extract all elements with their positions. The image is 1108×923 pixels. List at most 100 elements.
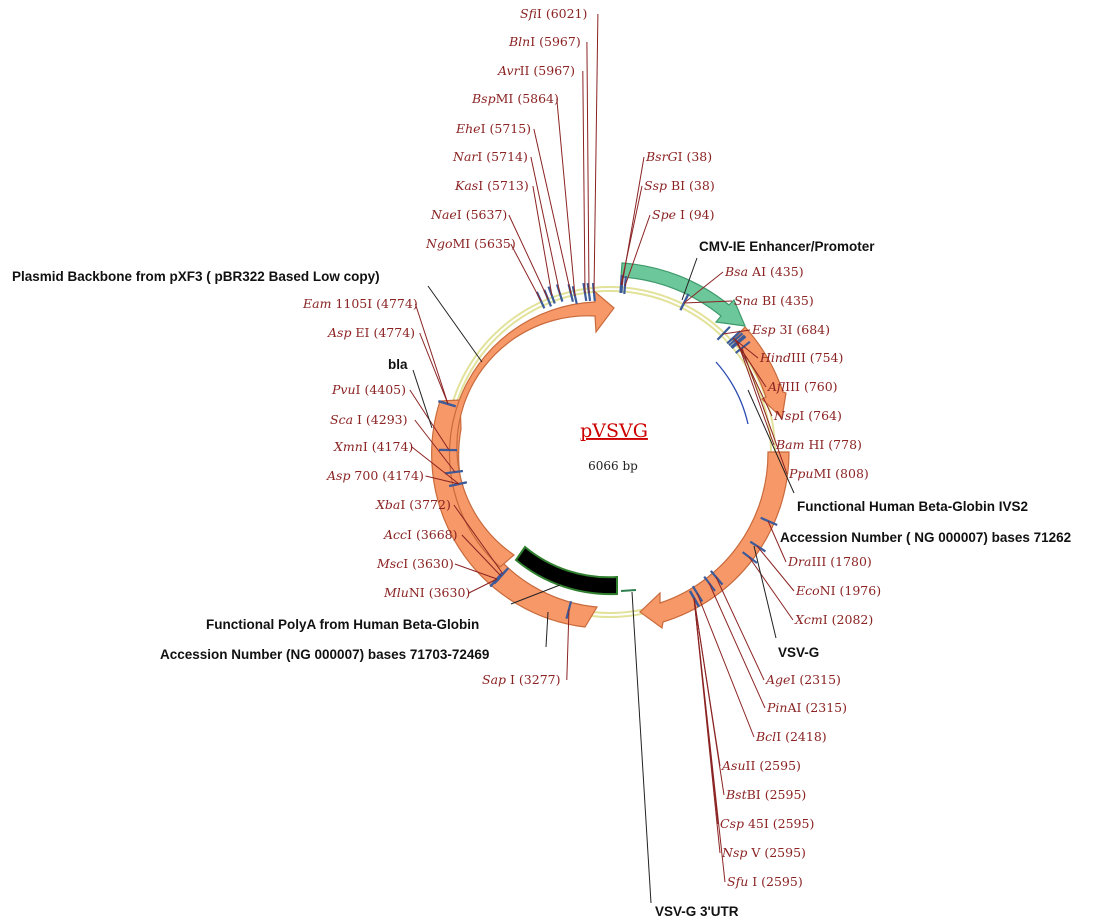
enzyme-name-italic: Afl <box>767 379 786 394</box>
enzyme-name-rest: I (2595) <box>748 874 802 889</box>
enzyme-name-rest: I (4405) <box>356 382 406 397</box>
utr-label: VSV-G 3'UTR <box>655 904 739 919</box>
promoter-leader <box>681 257 698 301</box>
enzyme-name-italic: Acc <box>383 527 407 542</box>
enzyme-leader <box>693 597 726 883</box>
enzyme-name-italic: Nsp <box>721 845 747 860</box>
enzyme-leader <box>414 303 449 405</box>
polya-label-line2: Accession Number (NG 000007) bases 71703… <box>160 647 489 662</box>
enzyme-leader <box>425 475 460 485</box>
enzyme-name-italic: Bam <box>775 437 805 452</box>
enzyme-name-rest: I (4174) <box>363 439 413 454</box>
enzyme-leader <box>732 337 759 359</box>
enzyme-name-italic: Asu <box>721 758 746 773</box>
enzyme-name-rest: BI (38) <box>667 178 715 193</box>
enzyme-name-italic: Pin <box>766 700 787 715</box>
enzyme-leaders <box>409 13 795 883</box>
enzyme-leader <box>453 504 504 575</box>
enzyme-label: NarI (5714) <box>452 149 528 164</box>
enzyme-name-rest: I (2082) <box>823 612 873 627</box>
ivs2-label-line1: Functional Human Beta-Globin IVS2 <box>797 499 1028 514</box>
enzyme-label: XbaI (3772) <box>375 497 451 512</box>
vsvg-arrow <box>639 451 790 630</box>
enzyme-name-rest: AI (435) <box>748 264 804 279</box>
promoter-arrow <box>620 262 746 327</box>
enzyme-name-rest: III (1780) <box>811 554 871 569</box>
enzyme-leader <box>683 271 724 304</box>
enzyme-name-rest: 3I (684) <box>776 322 830 337</box>
enzyme-label: AsuII (2595) <box>721 758 801 773</box>
enzyme-name-italic: Eco <box>795 583 820 598</box>
enzyme-name-rest: III (760) <box>785 379 837 394</box>
enzyme-label: MluNI (3630) <box>383 585 470 600</box>
enzyme-label: NspI (764) <box>773 408 842 423</box>
enzyme-name-italic: Nae <box>430 207 457 222</box>
bla-leader <box>412 369 433 429</box>
enzyme-leader <box>696 592 755 738</box>
site-tick <box>760 516 778 527</box>
enzyme-name-italic: Ehe <box>455 121 481 136</box>
ivs2-label-line2: Accession Number ( NG 000007) bases 7126… <box>780 530 1071 545</box>
promoter-label: CMV-IE Enhancer/Promoter <box>699 239 875 254</box>
enzyme-name-rest: II (2595) <box>746 758 801 773</box>
bla-label: bla <box>388 357 408 372</box>
enzyme-name-rest: MI (808) <box>813 466 868 481</box>
site-tick <box>726 330 742 345</box>
enzyme-name-rest: HI (778) <box>805 437 862 452</box>
enzyme-label: Nsp V (2595) <box>721 845 806 860</box>
enzyme-name-italic: Age <box>765 672 790 687</box>
enzyme-leader <box>461 534 502 577</box>
enzyme-label: AgeI (2315) <box>765 672 841 687</box>
enzyme-name-rest: III (754) <box>791 350 843 365</box>
enzyme-label: NaeI (5637) <box>430 207 507 222</box>
enzyme-leader <box>624 214 651 287</box>
enzyme-name-rest: I (3630) <box>403 556 453 571</box>
enzyme-name-rest: I (3668) <box>407 527 457 542</box>
enzyme-leader <box>414 419 456 473</box>
enzyme-label: HindIII (754) <box>759 350 843 365</box>
site-tick <box>716 326 731 341</box>
enzyme-name-rest: I (2315) <box>790 672 840 687</box>
enzyme-leader <box>530 156 561 295</box>
site-tick <box>735 340 751 354</box>
enzyme-leader <box>454 563 498 580</box>
enzyme-name-italic: Sfu <box>727 874 748 889</box>
enzyme-name-italic: Dra <box>787 554 811 569</box>
enzyme-label: PvuI (4405) <box>331 382 406 397</box>
enzyme-label: EcoNI (1976) <box>795 583 881 598</box>
enzyme-leader <box>411 446 460 485</box>
enzyme-name-rest: I (5967) <box>530 34 580 49</box>
enzyme-name-italic: Sap <box>482 672 506 687</box>
enzyme-name-italic: Csp <box>720 816 744 831</box>
enzyme-leader <box>533 128 572 295</box>
enzyme-name-rest: AI (2315) <box>786 700 847 715</box>
enzyme-label: BlnI (5967) <box>508 34 581 49</box>
enzyme-leader <box>532 185 553 297</box>
enzyme-name-italic: Spe <box>652 207 676 222</box>
utr-leader <box>631 591 652 904</box>
polya-label-line1: Functional PolyA from Human Beta-Globin <box>206 617 479 632</box>
enzyme-label: AvrII (5967) <box>497 63 575 78</box>
site-tick <box>495 567 510 583</box>
enzyme-label: Esp 3I (684) <box>751 322 830 337</box>
enzyme-leader <box>708 582 766 709</box>
enzyme-name-rest: II (5967) <box>520 63 575 78</box>
enzyme-name-italic: Msc <box>376 556 403 571</box>
ivs2-leader <box>747 389 795 494</box>
enzyme-leader <box>748 556 794 621</box>
enzyme-leader <box>715 576 765 681</box>
enzyme-name-italic: Ppu <box>788 466 813 481</box>
enzyme-name-italic: Bcl <box>755 729 776 744</box>
enzyme-name-italic: BsrG <box>645 149 678 164</box>
enzyme-name-rest: MI (5635) <box>452 236 515 251</box>
enzyme-leader <box>508 214 549 300</box>
enzyme-leader <box>741 347 788 475</box>
enzyme-leader <box>722 329 751 335</box>
enzyme-label: Sca I (4293) <box>330 412 407 427</box>
sap-leader <box>545 611 549 648</box>
enzyme-label: Bsa AI (435) <box>724 264 804 279</box>
enzyme-label: AccI (3668) <box>383 527 458 542</box>
enzyme-name-rest: 700 (4174) <box>350 468 423 483</box>
enzyme-name-rest: EI (4774) <box>351 325 415 340</box>
